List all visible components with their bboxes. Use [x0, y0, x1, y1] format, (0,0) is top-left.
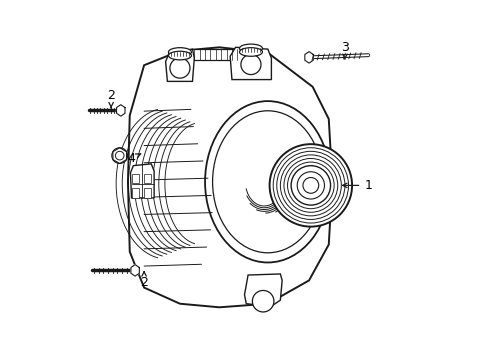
Circle shape: [112, 148, 127, 163]
Polygon shape: [144, 174, 151, 183]
Polygon shape: [144, 188, 151, 198]
Ellipse shape: [168, 48, 191, 56]
Ellipse shape: [212, 111, 323, 253]
Circle shape: [290, 166, 330, 205]
Polygon shape: [244, 274, 282, 306]
Ellipse shape: [239, 44, 262, 53]
Polygon shape: [130, 164, 154, 198]
Polygon shape: [304, 51, 313, 63]
Polygon shape: [165, 49, 194, 81]
Circle shape: [169, 58, 190, 78]
Circle shape: [297, 172, 324, 199]
Text: 2: 2: [107, 89, 115, 108]
Text: 1: 1: [342, 179, 371, 192]
Circle shape: [241, 54, 261, 75]
Polygon shape: [190, 49, 241, 60]
Polygon shape: [128, 47, 332, 307]
Polygon shape: [131, 265, 139, 276]
Circle shape: [115, 151, 124, 160]
Circle shape: [269, 144, 351, 226]
Ellipse shape: [168, 51, 191, 60]
Ellipse shape: [204, 101, 330, 262]
Polygon shape: [230, 47, 271, 80]
Polygon shape: [116, 105, 125, 116]
Polygon shape: [131, 174, 139, 183]
Ellipse shape: [239, 48, 262, 56]
Text: 2: 2: [140, 272, 148, 289]
Circle shape: [303, 177, 318, 193]
Polygon shape: [131, 188, 139, 198]
Text: 3: 3: [340, 41, 348, 59]
Circle shape: [252, 291, 273, 312]
Text: 4: 4: [127, 152, 141, 165]
